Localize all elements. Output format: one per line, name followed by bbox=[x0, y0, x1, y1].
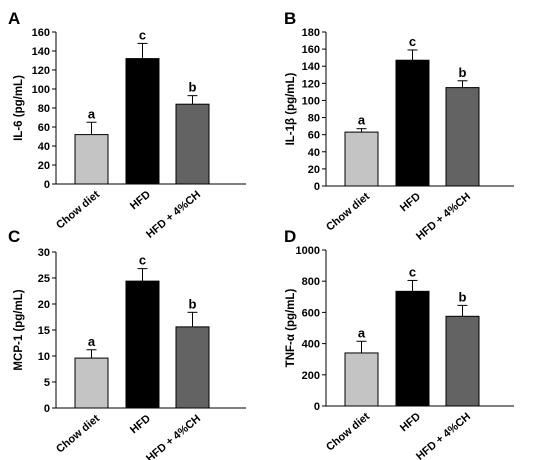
significance-label: a bbox=[358, 325, 366, 340]
y-tick-label: 40 bbox=[38, 141, 50, 153]
bar-chow-diet bbox=[344, 131, 379, 187]
category-label: HFD bbox=[398, 411, 423, 435]
y-tick-label: 40 bbox=[308, 147, 320, 159]
y-tick-label: 160 bbox=[302, 44, 320, 56]
y-axis-label: MCP-1 (pg/mL) bbox=[13, 289, 25, 370]
y-tick-label: 0 bbox=[314, 181, 320, 193]
y-tick-label: 80 bbox=[38, 103, 50, 115]
bar-chow-diet bbox=[344, 352, 379, 407]
y-tick-label: 60 bbox=[308, 130, 320, 142]
y-tick-label: 100 bbox=[302, 95, 320, 107]
significance-label: c bbox=[139, 27, 146, 42]
y-tick-label: 140 bbox=[32, 46, 50, 58]
bar-hfd bbox=[125, 280, 160, 409]
y-tick-label: 20 bbox=[308, 164, 320, 176]
category-label: Chow diet bbox=[324, 190, 372, 233]
significance-label: b bbox=[189, 80, 197, 95]
category-label: HFD + 4%CH bbox=[414, 191, 473, 243]
bar-hfd-4-ch bbox=[175, 326, 210, 409]
chart-panel-d: D TNF-α (pg/mL) 0 200 400 600 800 1000 a Chow die… bbox=[284, 227, 514, 460]
y-axis-label: TNF-α (pg/mL) bbox=[285, 289, 297, 368]
y-axis-label: IL-6 (pg/mL) bbox=[13, 75, 25, 141]
bar-chow-diet bbox=[74, 134, 109, 185]
y-tick-label: 0 bbox=[44, 403, 50, 415]
category-label: HFD bbox=[398, 191, 423, 215]
category-label: Chow diet bbox=[54, 412, 102, 455]
category-label: Chow diet bbox=[324, 410, 372, 453]
y-tick-label: 20 bbox=[38, 160, 50, 172]
bar-hfd-4-ch bbox=[445, 315, 480, 407]
chart-panel-c: C MCP-1 (pg/mL) 0 5 10 15 20 25 30 a Chow diet c HFD… bbox=[8, 227, 246, 460]
chart-panel-b: B IL-1β (pg/mL) 0 20 40 60 80 100 120 140 160 180 a C… bbox=[284, 9, 514, 243]
category-label: HFD + 4%CH bbox=[144, 413, 203, 460]
significance-label: a bbox=[358, 113, 366, 128]
y-tick-label: 0 bbox=[44, 179, 50, 191]
y-tick-label: 800 bbox=[302, 276, 320, 288]
y-tick-label: 160 bbox=[32, 27, 50, 39]
panel-letter: D bbox=[284, 227, 296, 246]
y-tick-label: 20 bbox=[38, 299, 50, 311]
y-tick-label: 60 bbox=[38, 122, 50, 134]
y-tick-label: 400 bbox=[302, 339, 320, 351]
significance-label: b bbox=[189, 296, 197, 311]
chart-panel-a: A IL-6 (pg/mL) 0 20 40 60 80 100 120 140 160 a Chow … bbox=[8, 9, 246, 241]
y-axis-label: IL-1β (pg/mL) bbox=[285, 72, 297, 145]
y-tick-label: 25 bbox=[38, 273, 50, 285]
y-tick-label: 140 bbox=[302, 61, 320, 73]
bar-hfd-4-ch bbox=[175, 103, 210, 185]
category-label: HFD + 4%CH bbox=[414, 411, 473, 460]
y-tick-label: 5 bbox=[44, 377, 50, 389]
y-tick-label: 1000 bbox=[296, 245, 320, 257]
significance-label: a bbox=[88, 106, 96, 121]
panel-letter: C bbox=[8, 227, 20, 246]
y-tick-label: 100 bbox=[32, 84, 50, 96]
y-tick-label: 80 bbox=[308, 113, 320, 125]
category-label: HFD bbox=[128, 189, 153, 213]
y-tick-label: 180 bbox=[302, 27, 320, 39]
y-tick-label: 15 bbox=[38, 325, 50, 337]
y-tick-label: 600 bbox=[302, 307, 320, 319]
y-tick-label: 120 bbox=[302, 78, 320, 90]
category-label: HFD bbox=[128, 413, 153, 437]
bar-hfd bbox=[125, 58, 160, 185]
significance-label: a bbox=[88, 334, 96, 349]
bar-hfd bbox=[395, 59, 430, 187]
category-label: HFD + 4%CH bbox=[144, 189, 203, 241]
bar-hfd-4-ch bbox=[445, 87, 480, 187]
y-tick-label: 120 bbox=[32, 65, 50, 77]
bar-hfd bbox=[395, 290, 430, 407]
significance-label: b bbox=[459, 65, 467, 80]
significance-label: c bbox=[409, 264, 416, 279]
significance-label: c bbox=[139, 253, 146, 268]
panel-letter: B bbox=[284, 9, 296, 28]
significance-label: c bbox=[409, 34, 416, 49]
y-tick-label: 200 bbox=[302, 370, 320, 382]
significance-label: b bbox=[459, 289, 467, 304]
panel-letter: A bbox=[8, 9, 20, 28]
y-tick-label: 30 bbox=[38, 247, 50, 259]
y-tick-label: 0 bbox=[314, 401, 320, 413]
bar-chow-diet bbox=[74, 357, 109, 409]
y-tick-label: 10 bbox=[38, 351, 50, 363]
category-label: Chow diet bbox=[54, 188, 102, 231]
